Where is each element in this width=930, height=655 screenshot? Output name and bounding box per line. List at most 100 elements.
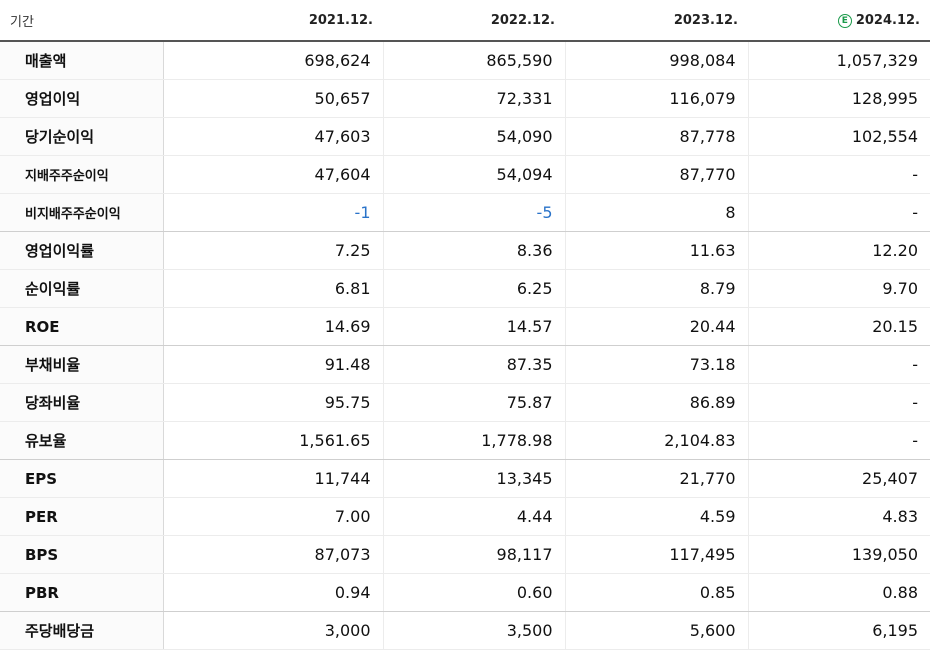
value-cell: - — [747, 155, 930, 194]
period-header-2021: 2021.12. — [163, 0, 383, 42]
value-cell: 25,407 — [747, 459, 930, 498]
value-cell: 117,495 — [564, 535, 748, 574]
value-cell: 12.20 — [747, 231, 930, 270]
row-label: 유보율 — [0, 421, 164, 460]
value-cell: 0.60 — [382, 573, 565, 612]
value-cell: 98,117 — [382, 535, 565, 574]
value-cell: 139,050 — [747, 535, 930, 574]
table-row: 당기순이익 47,603 54,090 87,778 102,554 — [0, 117, 930, 156]
period-header-label: 기간 — [0, 0, 163, 42]
value-cell: 1,778.98 — [382, 421, 565, 460]
value-cell: 72,331 — [382, 79, 565, 118]
value-cell: 87,770 — [564, 155, 748, 194]
row-label: PER — [0, 497, 164, 536]
value-cell: 50,657 — [162, 79, 383, 118]
value-cell: 2,104.83 — [564, 421, 748, 460]
value-cell: 3,000 — [162, 611, 383, 650]
value-cell: 102,554 — [747, 117, 930, 156]
row-label: EPS — [0, 459, 164, 498]
value-cell: 87,073 — [162, 535, 383, 574]
value-cell: 128,995 — [747, 79, 930, 118]
table-row: 지배주주순이익 47,604 54,094 87,770- — [0, 155, 930, 194]
period-header-2023: 2023.12. — [565, 0, 748, 42]
value-cell: - — [747, 383, 930, 422]
value-cell: - — [747, 345, 930, 384]
value-cell: 6,195 — [747, 611, 930, 650]
value-cell: 0.88 — [747, 573, 930, 612]
period-header-2022: 2022.12. — [383, 0, 565, 42]
value-cell: 87.35 — [382, 345, 565, 384]
estimate-icon: E — [837, 13, 852, 28]
value-cell: 116,079 — [564, 79, 748, 118]
value-cell: 47,604 — [162, 155, 383, 194]
value-cell: 73.18 — [564, 345, 748, 384]
table-row: 주당배당금 3,000 3,500 5,600 6,195 — [0, 611, 930, 650]
period-header-2024-label: 2024.12. — [855, 12, 920, 28]
row-label: 지배주주순이익 — [0, 155, 164, 194]
header-row: 기간 2021.12. 2022.12. 2023.12. E 2024.12. — [0, 0, 930, 42]
value-cell: 54,090 — [382, 117, 565, 156]
row-label: 영업이익률 — [0, 231, 164, 270]
value-cell: 1,057,329 — [747, 41, 930, 80]
table-row: 영업이익 50,657 72,331 116,079 128,995 — [0, 79, 930, 118]
row-label: 순이익률 — [0, 269, 164, 308]
row-label: BPS — [0, 535, 164, 574]
value-cell: 11.63 — [564, 231, 748, 270]
value-cell: 4.44 — [382, 497, 565, 536]
value-cell: 9.70 — [747, 269, 930, 308]
period-header-2024-estimate: E 2024.12. — [748, 0, 930, 42]
row-label: ROE — [0, 307, 164, 346]
value-cell: 698,624 — [162, 41, 383, 80]
table-row: 부채비율 91.48 87.35 73.18- — [0, 345, 930, 384]
value-cell: 54,094 — [382, 155, 565, 194]
value-cell: 87,778 — [564, 117, 748, 156]
value-cell: 14.69 — [162, 307, 383, 346]
table-row: ROE 14.69 14.57 20.44 20.15 — [0, 307, 930, 346]
value-cell: 865,590 — [382, 41, 565, 80]
value-cell: 0.94 — [162, 573, 383, 612]
value-cell: 4.83 — [747, 497, 930, 536]
value-cell: 998,084 — [564, 41, 748, 80]
value-cell: - — [747, 421, 930, 460]
value-cell: 7.00 — [162, 497, 383, 536]
row-label: 당기순이익 — [0, 117, 164, 156]
value-cell: 20.15 — [747, 307, 930, 346]
value-cell: 8 — [564, 193, 748, 232]
value-cell: 4.59 — [564, 497, 748, 536]
value-cell: - — [747, 193, 930, 232]
value-cell: 86.89 — [564, 383, 748, 422]
value-cell: -1 — [162, 193, 383, 232]
value-cell: 8.79 — [564, 269, 748, 308]
row-label: 비지배주주순이익 — [0, 193, 164, 232]
value-cell: 11,744 — [162, 459, 383, 498]
table-row: 영업이익률 7.25 8.36 11.63 12.20 — [0, 231, 930, 270]
table-row: PBR 0.94 0.60 0.85 0.88 — [0, 573, 930, 612]
row-label: PBR — [0, 573, 164, 612]
value-cell: 75.87 — [382, 383, 565, 422]
row-label: 영업이익 — [0, 79, 164, 118]
row-label: 매출액 — [0, 41, 164, 80]
value-cell: 1,561.65 — [162, 421, 383, 460]
value-cell: 3,500 — [382, 611, 565, 650]
value-cell: 20.44 — [564, 307, 748, 346]
table-row: 순이익률 6.81 6.25 8.79 9.70 — [0, 269, 930, 308]
row-label: 당좌비율 — [0, 383, 164, 422]
row-label: 부채비율 — [0, 345, 164, 384]
value-cell: 14.57 — [382, 307, 565, 346]
value-cell: 8.36 — [382, 231, 565, 270]
table-row: 당좌비율 95.75 75.87 86.89- — [0, 383, 930, 422]
value-cell: 13,345 — [382, 459, 565, 498]
value-cell: 95.75 — [162, 383, 383, 422]
value-cell: 7.25 — [162, 231, 383, 270]
value-cell: 5,600 — [564, 611, 748, 650]
table-row: BPS 87,073 98,117 117,495 139,050 — [0, 535, 930, 574]
table-row: PER 7.00 4.44 4.59 4.83 — [0, 497, 930, 536]
value-cell: 6.81 — [162, 269, 383, 308]
value-cell: 21,770 — [564, 459, 748, 498]
table-row: 매출액 698,624 865,590 998,084 1,057,329 — [0, 41, 930, 80]
value-cell: 0.85 — [564, 573, 748, 612]
table-row: 유보율 1,561.65 1,778.98 2,104.83- — [0, 421, 930, 460]
row-label: 주당배당금 — [0, 611, 164, 650]
table-row: EPS 11,744 13,345 21,770 25,407 — [0, 459, 930, 498]
